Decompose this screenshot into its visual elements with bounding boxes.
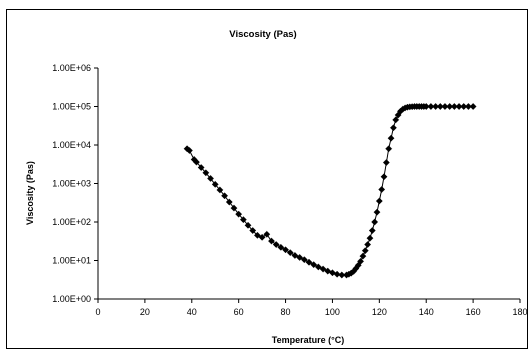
data-point-marker <box>455 103 463 110</box>
data-point-marker <box>359 252 367 260</box>
x-tick-label: 80 <box>281 307 291 317</box>
data-point-marker <box>254 231 261 239</box>
series-line <box>186 106 474 276</box>
data-point-marker <box>286 249 294 257</box>
data-point-marker <box>225 198 233 206</box>
data-point-marker <box>427 103 435 110</box>
series-group <box>183 103 477 279</box>
x-tick-label: 40 <box>187 307 197 317</box>
data-point-marker <box>385 145 393 153</box>
x-tick-label: 120 <box>372 307 387 317</box>
data-point-marker <box>211 180 219 188</box>
data-point-marker <box>333 270 341 278</box>
data-point-marker <box>436 103 444 110</box>
data-point-marker <box>277 243 285 251</box>
data-point-marker <box>310 261 318 269</box>
data-point-marker <box>378 186 386 193</box>
y-axis-title: Viscosity (Pas) <box>25 161 35 225</box>
x-tick-label: 180 <box>512 307 527 317</box>
data-point-marker <box>314 263 322 271</box>
data-point-marker <box>193 158 200 166</box>
viscosity-chart: Viscosity (Pas) Temperature (°C) Viscosi… <box>25 29 528 345</box>
data-point-marker <box>446 103 454 110</box>
x-tick-label: 160 <box>466 307 481 317</box>
data-point-marker <box>375 197 383 205</box>
data-point-marker <box>268 237 275 245</box>
data-point-marker <box>368 227 376 234</box>
y-tick-label: 1.00E+02 <box>52 217 91 227</box>
axes-group: 0 20 40 60 80 100 120 140 160 180 1.00E+00 1.00E+01… <box>52 63 527 317</box>
chart-frame: Viscosity (Pas) Temperature (°C) Viscosi… <box>6 9 528 349</box>
data-point-marker <box>366 234 374 242</box>
data-point-marker <box>249 227 257 234</box>
data-point-marker <box>450 103 458 110</box>
data-point-marker <box>469 103 477 110</box>
x-tick-label: 20 <box>140 307 150 317</box>
data-point-marker <box>465 103 472 110</box>
data-point-marker <box>221 192 229 200</box>
x-tick-label: 0 <box>95 307 100 317</box>
data-point-marker <box>382 159 390 166</box>
data-point-marker <box>364 241 372 248</box>
data-point-marker <box>291 252 299 259</box>
data-point-marker <box>239 216 247 224</box>
data-point-marker <box>244 221 252 229</box>
data-point-marker <box>373 208 381 216</box>
x-axis-title: Temperature (°C) <box>272 335 344 345</box>
y-tick-label: 1.00E+03 <box>52 179 91 189</box>
y-tick-label: 1.00E+05 <box>52 102 91 112</box>
data-point-marker <box>441 103 449 110</box>
y-tick-label: 1.00E+04 <box>52 140 91 150</box>
data-point-marker <box>197 164 205 171</box>
data-point-marker <box>389 124 397 132</box>
data-point-marker <box>300 256 308 264</box>
data-point-marker <box>202 169 210 177</box>
data-point-marker <box>371 218 379 226</box>
data-point-marker <box>361 247 369 255</box>
y-tick-label: 1.00E+06 <box>52 63 91 73</box>
x-tick-label: 140 <box>419 307 434 317</box>
data-point-marker <box>432 103 440 110</box>
data-point-marker <box>207 175 214 182</box>
x-tick-label: 60 <box>234 307 244 317</box>
x-tick-label: 100 <box>325 307 340 317</box>
y-tick-label: 1.00E+01 <box>52 256 91 266</box>
data-point-marker <box>235 210 243 218</box>
data-point-marker <box>357 257 364 265</box>
data-point-marker <box>460 103 468 110</box>
y-tick-label: 1.00E+00 <box>52 294 91 304</box>
data-point-marker <box>422 103 430 110</box>
data-point-marker <box>272 241 280 248</box>
data-point-marker <box>263 230 271 238</box>
data-point-marker <box>305 258 313 266</box>
data-point-marker <box>230 204 238 212</box>
data-point-marker <box>392 116 400 124</box>
data-point-marker <box>258 233 266 241</box>
chart-title: Viscosity (Pas) <box>229 29 296 40</box>
data-point-marker <box>186 147 193 154</box>
data-point-marker <box>338 271 346 279</box>
data-point-marker <box>216 186 224 194</box>
data-point-marker <box>387 134 395 142</box>
data-point-marker <box>282 246 289 254</box>
data-point-marker <box>380 173 388 181</box>
data-point-marker <box>319 265 327 273</box>
data-point-marker <box>296 254 304 261</box>
